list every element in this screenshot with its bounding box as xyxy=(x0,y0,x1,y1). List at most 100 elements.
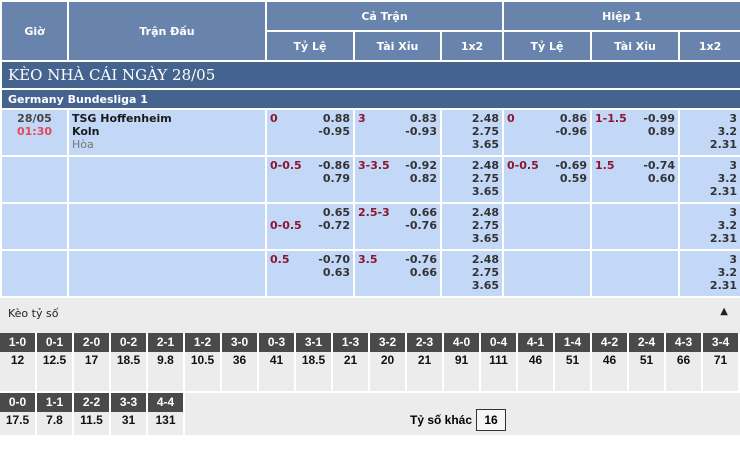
score-cell[interactable]: 1-0 12 xyxy=(0,333,37,391)
odds-value[interactable]: -0.72 xyxy=(318,219,350,232)
odds-value[interactable]: 3 xyxy=(729,206,738,219)
odds-value[interactable]: -0.92 xyxy=(405,159,437,172)
score-odds[interactable]: 71 xyxy=(713,353,728,367)
odds-value[interactable]: 2.31 xyxy=(709,232,738,245)
score-odds[interactable]: 131 xyxy=(155,413,176,427)
score-cell[interactable]: 3-2 20 xyxy=(370,333,407,391)
odds-value[interactable]: 0.66 xyxy=(409,206,437,219)
away-team[interactable]: Koln xyxy=(72,125,100,138)
score-cell[interactable]: 0-3 41 xyxy=(259,333,296,391)
odds-value[interactable]: -0.99 xyxy=(643,112,676,125)
odds-value[interactable]: -0.96 xyxy=(555,125,588,138)
score-odds[interactable]: 66 xyxy=(676,353,691,367)
odds-value[interactable]: 3 xyxy=(729,253,738,266)
odds-value[interactable]: 0.65 xyxy=(322,206,350,219)
odds-value[interactable]: 0.83 xyxy=(409,112,437,125)
score-cell[interactable]: 4-1 46 xyxy=(518,333,555,391)
score-odds[interactable]: 51 xyxy=(639,353,654,367)
odds-value[interactable]: 3.2 xyxy=(717,266,738,279)
score-cell[interactable]: 3-4 71 xyxy=(703,333,740,391)
odds-value[interactable]: 0.86 xyxy=(559,112,588,125)
score-cell[interactable]: 0-2 18.5 xyxy=(111,333,148,391)
score-cell[interactable]: 3-1 18.5 xyxy=(296,333,333,391)
odds-value[interactable]: 2.48 xyxy=(471,159,500,172)
score-odds[interactable]: 21 xyxy=(417,353,432,367)
odds-value[interactable]: 3 xyxy=(729,159,738,172)
score-odds[interactable]: 46 xyxy=(602,353,617,367)
score-odds[interactable]: 12.5 xyxy=(42,353,67,367)
score-cell[interactable]: 0-4 111 xyxy=(481,333,518,391)
score-odds[interactable]: 36 xyxy=(232,353,247,367)
odds-value[interactable]: 3.65 xyxy=(471,138,500,151)
score-cell[interactable]: 2-3 21 xyxy=(407,333,444,391)
score-cell[interactable]: 4-4 131 xyxy=(148,393,185,451)
score-cell[interactable]: 1-1 7.8 xyxy=(37,393,74,451)
odds-value[interactable]: 0.59 xyxy=(559,172,588,185)
score-odds[interactable]: 91 xyxy=(454,353,469,367)
odds-value[interactable]: 2.48 xyxy=(471,112,500,125)
score-odds[interactable]: 17 xyxy=(84,353,99,367)
score-odds[interactable]: 21 xyxy=(343,353,358,367)
score-odds[interactable]: 11.5 xyxy=(80,413,103,427)
odds-value[interactable]: -0.69 xyxy=(555,159,588,172)
score-odds[interactable]: 9.8 xyxy=(157,353,174,367)
score-odds[interactable]: 20 xyxy=(380,353,395,367)
odds-value[interactable]: -0.86 xyxy=(318,159,350,172)
score-cell[interactable]: 2-0 17 xyxy=(74,333,111,391)
odds-value[interactable]: 2.48 xyxy=(471,206,500,219)
score-cell[interactable]: 1-4 51 xyxy=(555,333,592,391)
odds-value[interactable]: 0.88 xyxy=(322,112,350,125)
score-odds[interactable]: 17.5 xyxy=(5,413,30,427)
score-cell[interactable]: 0-0 17.5 xyxy=(0,393,37,451)
odds-value[interactable]: -0.74 xyxy=(643,159,676,172)
odds-value[interactable]: 3.2 xyxy=(717,125,738,138)
odds-value[interactable]: 3 xyxy=(729,112,738,125)
odds-value[interactable]: 2.31 xyxy=(709,138,738,151)
score-odds[interactable]: 10.5 xyxy=(190,353,215,367)
odds-value[interactable]: 0.63 xyxy=(322,266,350,279)
odds-value[interactable]: 0.89 xyxy=(647,125,676,138)
triangle-up-icon[interactable]: ▲ xyxy=(720,306,728,317)
league-name[interactable]: Germany Bundesliga 1 xyxy=(0,88,740,110)
score-cell[interactable]: 2-2 11.5 xyxy=(74,393,111,451)
odds-value[interactable]: -0.76 xyxy=(405,253,437,266)
odds-value[interactable]: -0.76 xyxy=(405,219,437,232)
odds-value[interactable]: 2.48 xyxy=(471,253,500,266)
odds-value[interactable]: 3.2 xyxy=(717,172,738,185)
score-odds[interactable]: 12 xyxy=(10,353,25,367)
score-odds[interactable]: 18.5 xyxy=(116,353,141,367)
score-cell[interactable]: 0-1 12.5 xyxy=(37,333,74,391)
other-score-value[interactable]: 16 xyxy=(476,409,507,431)
odds-value[interactable]: -0.70 xyxy=(318,253,350,266)
score-cell[interactable]: 2-1 9.8 xyxy=(148,333,185,391)
odds-value[interactable]: 3.65 xyxy=(471,185,500,198)
score-cell[interactable]: 2-4 51 xyxy=(629,333,666,391)
odds-value[interactable]: 2.75 xyxy=(471,125,500,138)
odds-value[interactable]: 3.65 xyxy=(471,232,500,245)
score-cell[interactable]: 1-2 10.5 xyxy=(185,333,222,391)
score-odds[interactable]: 46 xyxy=(528,353,543,367)
odds-value[interactable]: 0.82 xyxy=(409,172,437,185)
score-cell[interactable]: 3-3 31 xyxy=(111,393,148,451)
odds-value[interactable]: 2.75 xyxy=(471,266,500,279)
odds-value[interactable]: 3.65 xyxy=(471,279,500,292)
score-odds[interactable]: 111 xyxy=(489,353,508,367)
score-cell[interactable]: 4-0 91 xyxy=(444,333,481,391)
score-odds[interactable]: 7.8 xyxy=(46,413,63,427)
home-team[interactable]: TSG Hoffenheim xyxy=(72,112,172,125)
score-cell[interactable]: 4-2 46 xyxy=(592,333,629,391)
score-cell[interactable]: 1-3 21 xyxy=(333,333,370,391)
odds-value[interactable]: 0.79 xyxy=(322,172,350,185)
score-odds[interactable]: 18.5 xyxy=(301,353,326,367)
odds-value[interactable]: -0.95 xyxy=(318,125,350,138)
odds-value[interactable]: 0.66 xyxy=(409,266,437,279)
odds-value[interactable]: 2.75 xyxy=(471,172,500,185)
score-cell[interactable]: 4-3 66 xyxy=(666,333,703,391)
odds-value[interactable]: 2.75 xyxy=(471,219,500,232)
odds-value[interactable]: 2.31 xyxy=(709,279,738,292)
odds-value[interactable]: -0.93 xyxy=(405,125,437,138)
score-cell[interactable]: 3-0 36 xyxy=(222,333,259,391)
odds-value[interactable]: 3.2 xyxy=(717,219,738,232)
score-odds[interactable]: 51 xyxy=(565,353,580,367)
odds-value[interactable]: 2.31 xyxy=(709,185,738,198)
